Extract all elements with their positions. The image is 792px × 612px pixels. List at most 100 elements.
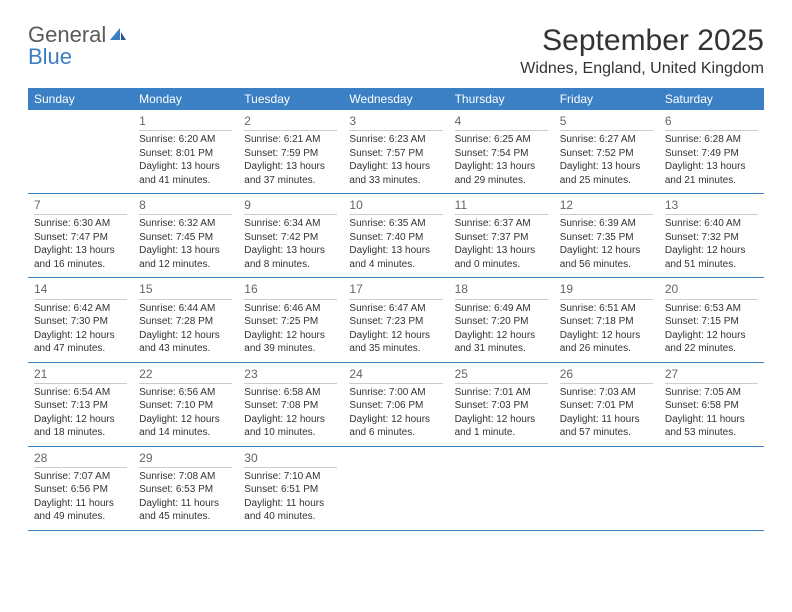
sunrise-line: Sunrise: 6:34 AM [244,217,337,231]
day-number: 7 [34,197,127,215]
day-cell: 8Sunrise: 6:32 AMSunset: 7:45 PMDaylight… [133,194,238,277]
day-number: 18 [455,281,548,299]
daylight-line: Daylight: 11 hours and 53 minutes. [665,413,758,440]
daylight-line: Daylight: 13 hours and 33 minutes. [349,160,442,187]
sunset-line: Sunset: 6:53 PM [139,483,232,497]
day-cell: 27Sunrise: 7:05 AMSunset: 6:58 PMDayligh… [659,363,764,446]
daylight-line: Daylight: 12 hours and 10 minutes. [244,413,337,440]
calendar-body: 1Sunrise: 6:20 AMSunset: 8:01 PMDaylight… [28,110,764,531]
sunset-line: Sunset: 7:57 PM [349,147,442,161]
sunrise-line: Sunrise: 7:01 AM [455,386,548,400]
sunset-line: Sunset: 6:58 PM [665,399,758,413]
month-title: September 2025 [520,24,764,58]
day-number: 11 [455,197,548,215]
sunrise-line: Sunrise: 7:05 AM [665,386,758,400]
day-cell: 15Sunrise: 6:44 AMSunset: 7:28 PMDayligh… [133,278,238,361]
day-cell: 26Sunrise: 7:03 AMSunset: 7:01 PMDayligh… [554,363,659,446]
daylight-line: Daylight: 13 hours and 16 minutes. [34,244,127,271]
daylight-line: Daylight: 12 hours and 47 minutes. [34,329,127,356]
calendar: SundayMondayTuesdayWednesdayThursdayFrid… [28,88,764,531]
weekday-header: Sunday [28,88,133,110]
sunset-line: Sunset: 7:01 PM [560,399,653,413]
sunrise-line: Sunrise: 6:53 AM [665,302,758,316]
empty-day-cell [449,447,554,530]
empty-day-cell [554,447,659,530]
day-number: 4 [455,113,548,131]
day-cell: 2Sunrise: 6:21 AMSunset: 7:59 PMDaylight… [238,110,343,193]
day-cell: 29 Sunrise: 7:08 AMSunset: 6:53 PMDayligh… [133,447,238,530]
sunset-line: Sunset: 7:47 PM [34,231,127,245]
sunset-line: Sunset: 7:40 PM [349,231,442,245]
daylight-line: Daylight: 12 hours and 51 minutes. [665,244,758,271]
sunrise-line: Sunrise: 7:00 AM [349,386,442,400]
sunset-line: Sunset: 6:56 PM [34,483,127,497]
day-cell: 14Sunrise: 6:42 AMSunset: 7:30 PMDayligh… [28,278,133,361]
day-number: 24 [349,366,442,384]
weekday-header: Friday [554,88,659,110]
daylight-line: Daylight: 11 hours and 40 minutes. [244,497,337,524]
empty-day-cell [659,447,764,530]
sunset-line: Sunset: 7:59 PM [244,147,337,161]
sunrise-line: Sunrise: 6:47 AM [349,302,442,316]
empty-day-cell [28,110,133,193]
day-number: 22 [139,366,232,384]
daylight-line: Daylight: 12 hours and 43 minutes. [139,329,232,356]
day-number: 9 [244,197,337,215]
week-row: 14Sunrise: 6:42 AMSunset: 7:30 PMDayligh… [28,278,764,362]
day-cell: 24Sunrise: 7:00 AMSunset: 7:06 PMDayligh… [343,363,448,446]
daylight-line: Daylight: 13 hours and 4 minutes. [349,244,442,271]
sunset-line: Sunset: 7:13 PM [34,399,127,413]
daylight-line: Daylight: 13 hours and 25 minutes. [560,160,653,187]
daylight-line: Daylight: 12 hours and 22 minutes. [665,329,758,356]
sunrise-line: Sunrise: 6:49 AM [455,302,548,316]
daylight-line: Daylight: 13 hours and 0 minutes. [455,244,548,271]
sunrise-line: Sunrise: 6:35 AM [349,217,442,231]
sunset-line: Sunset: 7:23 PM [349,315,442,329]
sunset-line: Sunset: 7:49 PM [665,147,758,161]
day-number: 29 [139,450,232,468]
day-cell: 12Sunrise: 6:39 AMSunset: 7:35 PMDayligh… [554,194,659,277]
daylight-line: Daylight: 12 hours and 1 minute. [455,413,548,440]
sunset-line: Sunset: 7:30 PM [34,315,127,329]
day-cell: 17Sunrise: 6:47 AMSunset: 7:23 PMDayligh… [343,278,448,361]
day-cell: 30Sunrise: 7:10 AMSunset: 6:51 PMDayligh… [238,447,343,530]
day-number: 30 [244,450,337,468]
day-number: 20 [665,281,758,299]
daylight-line: Daylight: 13 hours and 21 minutes. [665,160,758,187]
week-row: 7Sunrise: 6:30 AMSunset: 7:47 PMDaylight… [28,194,764,278]
weekday-header: Monday [133,88,238,110]
day-cell: 25Sunrise: 7:01 AMSunset: 7:03 PMDayligh… [449,363,554,446]
weekday-header: Thursday [449,88,554,110]
day-cell: 20 Sunrise: 6:53 AMSunset: 7:15 PMDayligh… [659,278,764,361]
day-cell: 19Sunrise: 6:51 AMSunset: 7:18 PMDayligh… [554,278,659,361]
day-cell: 18Sunrise: 6:49 AMSunset: 7:20 PMDayligh… [449,278,554,361]
day-number: 28 [34,450,127,468]
day-cell: 1Sunrise: 6:20 AMSunset: 8:01 PMDaylight… [133,110,238,193]
sunrise-line: Sunrise: 6:37 AM [455,217,548,231]
day-cell: 4Sunrise: 6:25 AMSunset: 7:54 PMDaylight… [449,110,554,193]
daylight-line: Daylight: 13 hours and 41 minutes. [139,160,232,187]
daylight-line: Daylight: 13 hours and 8 minutes. [244,244,337,271]
day-number: 1 [139,113,232,131]
day-number: 26 [560,366,653,384]
day-number: 14 [34,281,127,299]
sunset-line: Sunset: 7:25 PM [244,315,337,329]
logo-text-blue: Blue [28,46,128,68]
daylight-line: Daylight: 11 hours and 45 minutes. [139,497,232,524]
sunrise-line: Sunrise: 6:27 AM [560,133,653,147]
day-number: 23 [244,366,337,384]
sunrise-line: Sunrise: 7:08 AM [139,470,232,484]
sunrise-line: Sunrise: 6:32 AM [139,217,232,231]
sunset-line: Sunset: 7:08 PM [244,399,337,413]
sunset-line: Sunset: 7:15 PM [665,315,758,329]
sunrise-line: Sunrise: 6:20 AM [139,133,232,147]
daylight-line: Daylight: 12 hours and 39 minutes. [244,329,337,356]
day-cell: 9Sunrise: 6:34 AMSunset: 7:42 PMDaylight… [238,194,343,277]
day-cell: 28Sunrise: 7:07 AMSunset: 6:56 PMDayligh… [28,447,133,530]
sunrise-line: Sunrise: 6:56 AM [139,386,232,400]
sunrise-line: Sunrise: 6:46 AM [244,302,337,316]
sunrise-line: Sunrise: 6:54 AM [34,386,127,400]
sunrise-line: Sunrise: 7:07 AM [34,470,127,484]
day-number: 12 [560,197,653,215]
day-cell: 22Sunrise: 6:56 AMSunset: 7:10 PMDayligh… [133,363,238,446]
